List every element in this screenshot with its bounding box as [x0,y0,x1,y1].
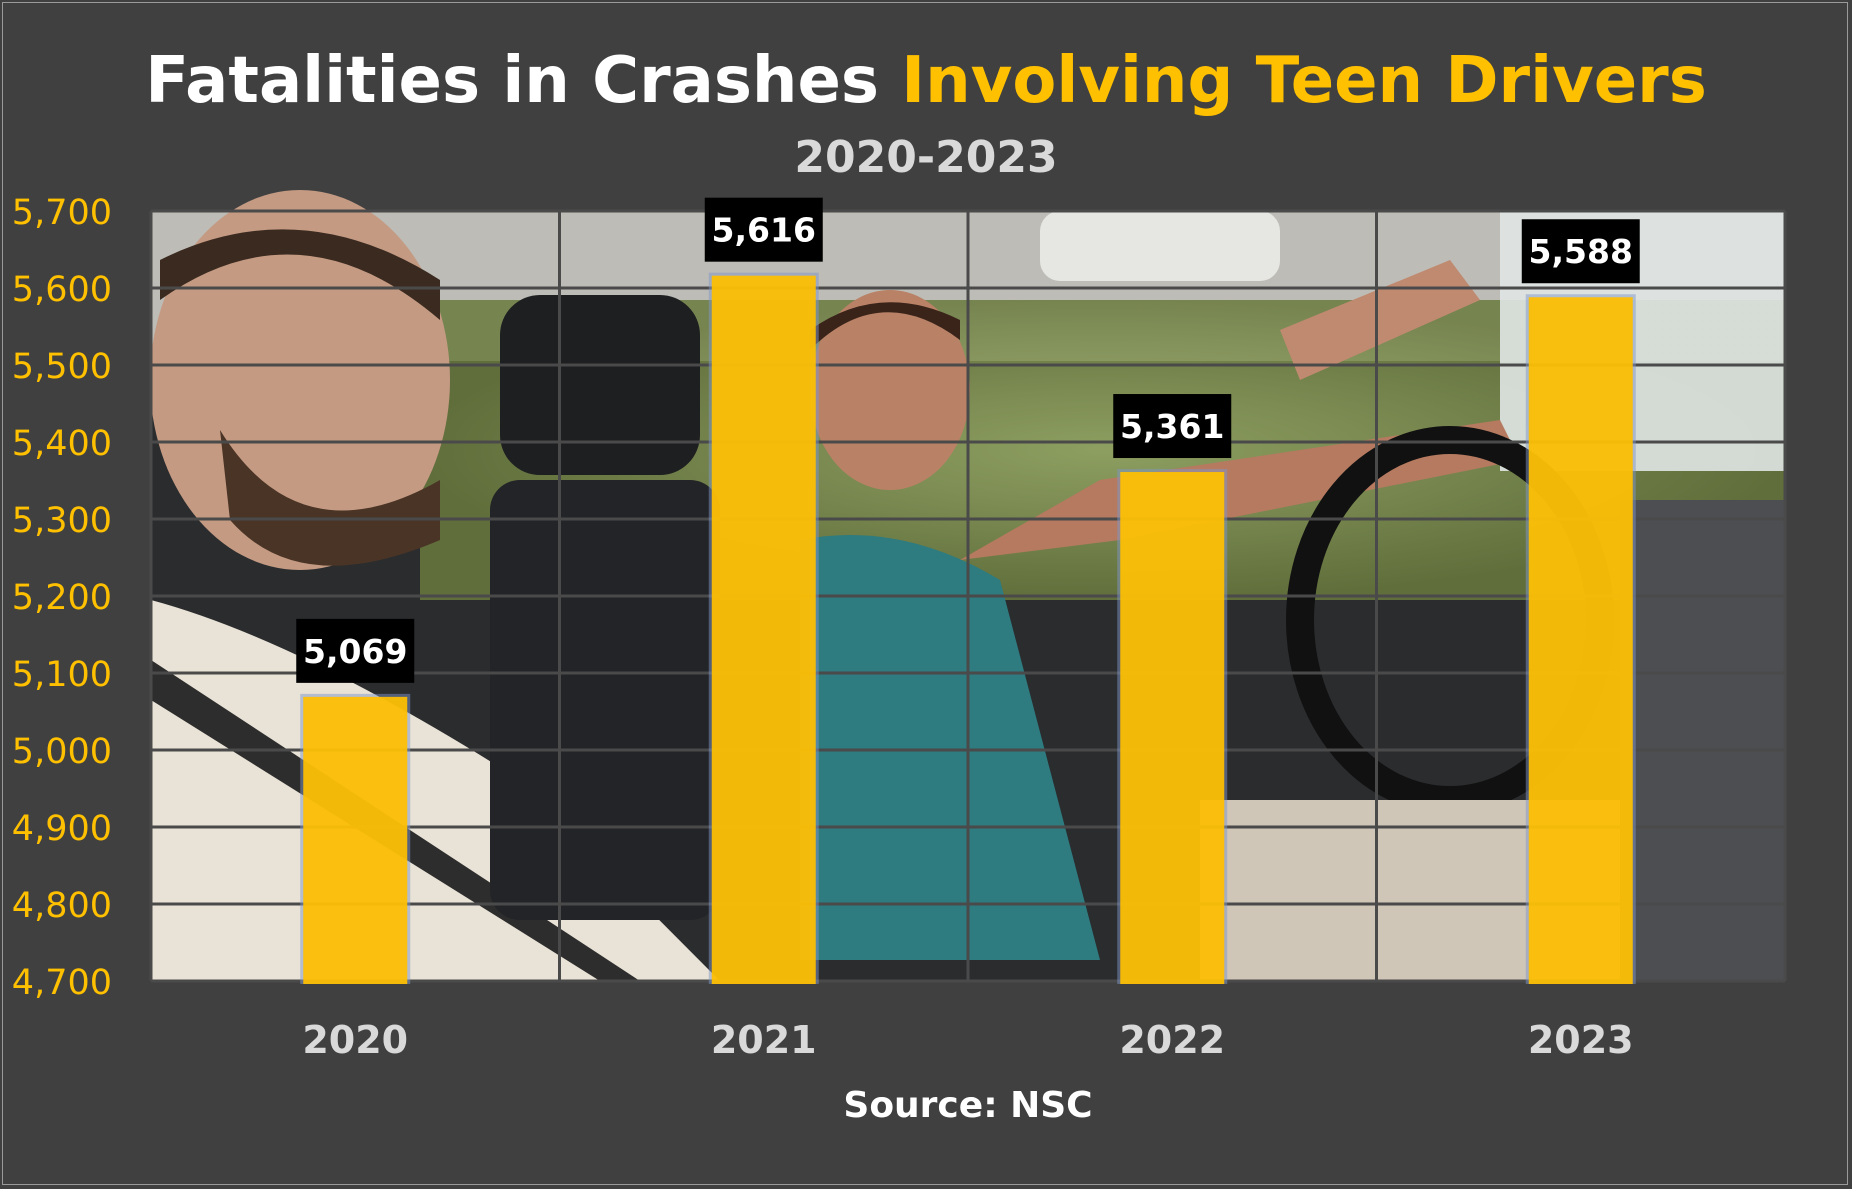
bar-2022 [1120,472,1225,984]
bar-2021 [711,275,816,984]
y-axis-ticks: 4,700 4,800 4,900 5,000 5,100 5,200 5,300 5,400… [12,193,112,1003]
bars [300,272,1636,984]
x-tick-label: 2022 [1119,1018,1225,1062]
y-tick-label: 4,900 [12,809,112,849]
data-label-box [296,618,415,683]
data-label-box [1521,219,1640,284]
bar-2020 [303,696,408,984]
data-label: 5,588 [1529,232,1633,271]
y-tick-label: 5,700 [12,193,112,233]
data-label-box [1113,394,1232,459]
y-tick-label: 5,300 [12,501,112,541]
bar-2023 [1528,297,1633,984]
x-axis-ticks: 2020 2021 2022 2023 [302,1018,1633,1062]
data-label: 5,616 [712,211,816,250]
x-tick-label: 2021 [711,1018,817,1062]
y-tick-label: 5,600 [12,270,112,310]
y-tick-label: 5,100 [12,655,112,695]
data-label-box [704,197,823,262]
source-note: Source: NSC [843,1085,1093,1126]
y-tick-label: 5,200 [12,578,112,618]
title-part-1: Fatalities in Crashes [145,44,902,118]
data-label: 5,361 [1120,407,1224,446]
y-tick-label: 4,700 [12,963,112,1003]
x-tick-label: 2020 [302,1018,408,1062]
y-tick-label: 4,800 [12,886,112,926]
title-part-2: Involving Teen Drivers [901,44,1707,118]
y-tick-label: 5,400 [12,424,112,464]
gridlines [149,209,1787,983]
chart-subtitle: 2020-2023 [794,132,1058,183]
data-label: 5,069 [303,632,407,671]
y-tick-label: 5,000 [12,732,112,772]
x-tick-label: 2023 [1528,1018,1634,1062]
y-tick-label: 5,500 [12,347,112,387]
data-labels: 5,069 5,616 5,361 5,588 [296,197,1640,683]
chart-title: Fatalities in Crashes Involving Teen Dri… [0,44,1852,118]
